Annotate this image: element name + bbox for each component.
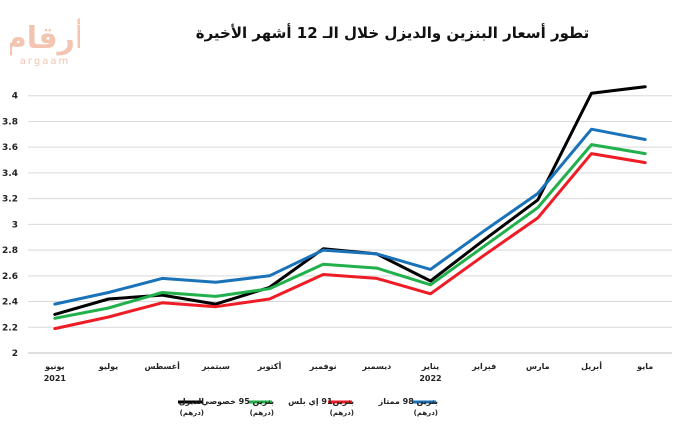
series-line-3	[53, 127, 647, 306]
x-year-label: 2022	[419, 374, 441, 383]
legend-label: بنزين 95 خصوصي	[201, 397, 274, 406]
legend-unit: (درهم)	[414, 409, 438, 417]
y-tick-label: 3.4	[2, 169, 18, 179]
legend-item-1: بنزين 95 خصوصي (درهم)	[201, 397, 274, 417]
series-line-1	[53, 143, 647, 320]
y-tick-label: 3	[12, 220, 18, 230]
y-tick-label: 2.4	[2, 298, 18, 308]
y-tick-label: 2.6	[2, 272, 18, 282]
x-axis: يونيو يوليو أغسطس سبتمبر أكتوبر نوفمبر ديسمبر ي…	[28, 352, 672, 383]
x-tick-label: مارس	[526, 362, 550, 372]
legend-label: الديزل	[179, 397, 205, 406]
legend-unit: (درهم)	[330, 409, 354, 417]
x-tick-label: يوليو	[98, 362, 118, 371]
legend-unit: (درهم)	[180, 409, 204, 417]
legend-unit: (درهم)	[250, 409, 274, 417]
x-tick-label: يونيو	[44, 362, 64, 371]
chart-title: تطور أسعار البنزين والديزل خلال الـ 12 أ…	[195, 24, 590, 42]
x-tick-label: يناير	[421, 362, 439, 371]
legend: الديزل(درهم)بنزين 95 خصوصي(درهم)بنزين91 …	[178, 397, 438, 417]
legend-label: بنزين 98 ممتاز	[378, 397, 438, 406]
logo-text: أرقام	[10, 18, 80, 56]
y-tick-label: 2.8	[2, 246, 18, 256]
x-tick-label: أكتوبر	[257, 361, 282, 371]
x-tick-label: نوفمبر	[309, 362, 337, 371]
legend-item-3: بنزين 98 ممتاز (درهم)	[378, 397, 438, 417]
gridlines	[28, 95, 672, 354]
y-tick-label: 3.2	[2, 195, 18, 205]
y-tick-label: 3.6	[2, 143, 18, 153]
x-year-label: 2021	[44, 374, 67, 383]
series-line-2	[53, 152, 647, 331]
series-line-0	[53, 85, 647, 316]
y-tick-label: 4	[12, 92, 18, 102]
x-tick-label: سبتمبر	[201, 362, 230, 371]
legend-label: بنزين91 إي بلس	[288, 397, 354, 407]
logo-subtext: argaam	[20, 56, 70, 67]
legend-item-0: الديزل (درهم)	[178, 397, 204, 417]
x-tick-label: مايو	[636, 362, 653, 371]
x-tick-label: أغسطس	[144, 361, 180, 372]
y-axis: 2 2.2 2.4 2.6 2.8 3 3.2 3.4 3.6 3.8 4	[2, 92, 18, 359]
legend-item-2: بنزين91 إي بلس (درهم)	[288, 397, 354, 417]
x-tick-label: فبراير	[471, 362, 496, 371]
y-tick-label: 3.8	[2, 117, 18, 127]
series-lines	[53, 85, 647, 331]
y-tick-label: 2.2	[2, 323, 18, 333]
y-tick-label: 2	[12, 349, 18, 359]
x-tick-label: ديسمبر	[361, 362, 391, 371]
argaam-logo: أرقام argaam	[10, 18, 80, 67]
x-tick-label: أبريل	[581, 361, 602, 371]
